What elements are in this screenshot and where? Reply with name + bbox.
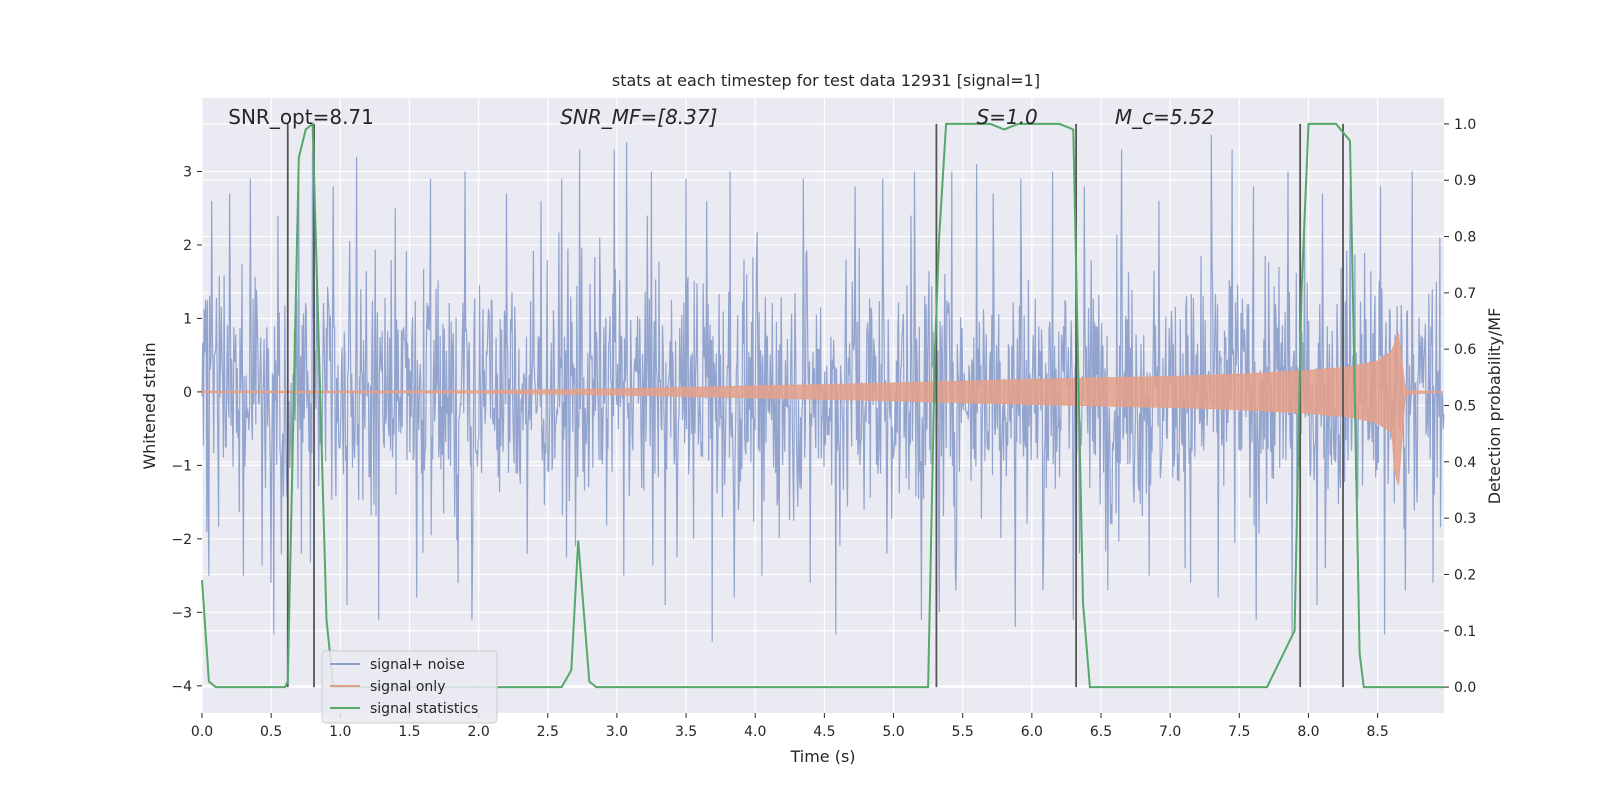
y-tick-label: 0: [183, 385, 192, 401]
y2-tick-label: 0.7: [1454, 286, 1476, 302]
x-tick-label: 0.0: [191, 724, 213, 740]
x-tick-label: 8.5: [1366, 724, 1388, 740]
x-tick-label: 5.0: [882, 724, 904, 740]
x-tick-label: 2.0: [467, 724, 489, 740]
x-tick-label: 4.0: [744, 724, 766, 740]
y-tick-label: −4: [171, 679, 192, 695]
y-tick-label: 3: [183, 164, 192, 180]
x-tick-label: 4.5: [813, 724, 835, 740]
legend-label: signal+ noise: [370, 657, 465, 673]
y-axis-ticks: −4 −3 −2 −1 0 1 2 3: [171, 164, 202, 695]
y2-tick-label: 0.4: [1454, 455, 1476, 471]
signal-only-series: [201, 332, 1445, 485]
y-tick-label: 1: [183, 311, 192, 327]
signal-statistics-line: [201, 121, 1444, 689]
x-tick-label: 0.5: [260, 724, 282, 740]
y2-tick-label: 0.2: [1454, 567, 1476, 583]
signal-statistics-series: [201, 121, 1444, 689]
x-tick-label: 5.5: [952, 724, 974, 740]
y-tick-label: −1: [171, 458, 192, 474]
chart-title: stats at each timestep for test data 129…: [612, 71, 1040, 90]
annotation-text: S=1.0: [977, 105, 1038, 129]
y2-axis-label: Detection probability/MF: [1485, 308, 1504, 505]
y2-tick-label: 0.0: [1454, 680, 1476, 696]
y2-tick-label: 1.0: [1454, 117, 1476, 133]
x-tick-label: 8.0: [1297, 724, 1319, 740]
legend: signal+ noise signal only signal statistic…: [321, 650, 498, 724]
y2-tick-label: 0.1: [1454, 624, 1476, 640]
x-axis-ticks: 0.0 0.5 1.0 1.5 2.0 2.5 3.0 3.5 4.0 4.5 5.0 5.5 6.0 6…: [191, 713, 1389, 740]
annotation-text: SNR_opt=8.71: [228, 105, 374, 129]
x-tick-label: 7.5: [1228, 724, 1250, 740]
y-axis-label: Whitened strain: [140, 342, 159, 469]
y2-tick-label: 0.8: [1454, 230, 1476, 246]
x-tick-label: 1.5: [398, 724, 420, 740]
x-axis-label: Time (s): [789, 747, 855, 766]
x-tick-label: 7.0: [1159, 724, 1181, 740]
legend-label: signal statistics: [370, 701, 478, 717]
x-tick-label: 6.5: [1090, 724, 1112, 740]
x-tick-label: 2.5: [537, 724, 559, 740]
legend-box: [321, 650, 498, 724]
x-tick-label: 1.0: [329, 724, 351, 740]
annotations: SNR_opt=8.71 SNR_MF=[8.37] S=1.0 M_c=5.52: [228, 105, 1214, 129]
x-tick-label: 6.0: [1021, 724, 1043, 740]
x-tick-label: 3.5: [675, 724, 697, 740]
y2-tick-label: 0.5: [1454, 399, 1476, 415]
y-tick-label: −3: [171, 605, 192, 621]
annotation-text: SNR_MF=[8.37]: [560, 105, 717, 129]
signal-only-band: [201, 332, 1445, 485]
y2-axis-ticks: 0.0 0.1 0.2 0.3 0.4 0.5 0.6 0.7 0.8 0.9 1.0: [1444, 117, 1476, 696]
y-tick-label: −2: [171, 532, 192, 548]
legend-label: signal only: [370, 679, 445, 695]
annotation-text: M_c=5.52: [1115, 105, 1215, 129]
x-tick-label: 3.0: [606, 724, 628, 740]
signal-noise-series: [201, 134, 1445, 642]
y2-tick-label: 0.9: [1454, 173, 1476, 189]
y-tick-label: 2: [183, 238, 192, 254]
signal-noise-line: [201, 134, 1445, 642]
y2-tick-label: 0.3: [1454, 511, 1476, 527]
y2-tick-label: 0.6: [1454, 342, 1476, 358]
